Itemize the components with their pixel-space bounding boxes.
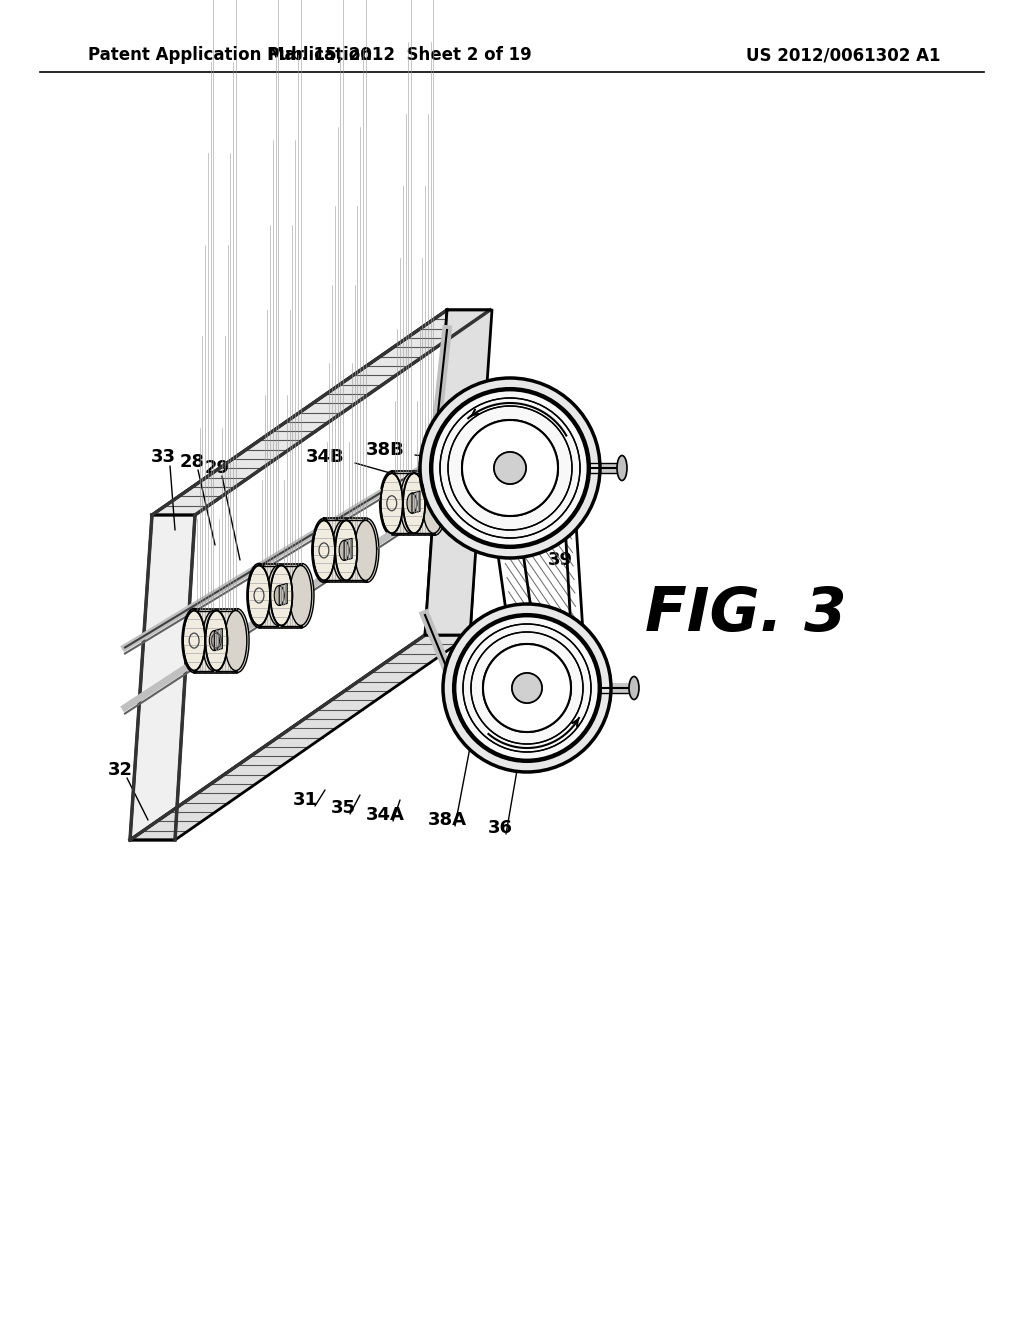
Ellipse shape: [225, 611, 247, 671]
Ellipse shape: [483, 644, 571, 733]
Ellipse shape: [400, 474, 422, 533]
Polygon shape: [324, 519, 367, 582]
Text: Mar. 15, 2012  Sheet 2 of 19: Mar. 15, 2012 Sheet 2 of 19: [268, 46, 531, 63]
Ellipse shape: [483, 644, 571, 733]
Ellipse shape: [183, 611, 205, 671]
Polygon shape: [195, 609, 238, 673]
Text: 28: 28: [179, 453, 205, 471]
Ellipse shape: [332, 520, 354, 581]
Ellipse shape: [432, 389, 588, 546]
Text: 29: 29: [205, 459, 229, 477]
Polygon shape: [259, 564, 302, 627]
Text: 33: 33: [151, 447, 175, 466]
Ellipse shape: [617, 455, 627, 480]
Ellipse shape: [354, 520, 377, 581]
Text: 34A: 34A: [366, 807, 404, 824]
Ellipse shape: [335, 520, 357, 581]
Polygon shape: [346, 520, 366, 581]
Ellipse shape: [381, 474, 402, 533]
Ellipse shape: [290, 564, 314, 627]
Ellipse shape: [290, 565, 311, 626]
Text: FIG. 3: FIG. 3: [645, 586, 847, 644]
Ellipse shape: [423, 474, 444, 533]
Polygon shape: [425, 310, 490, 635]
Ellipse shape: [267, 565, 290, 626]
Polygon shape: [195, 611, 213, 671]
Polygon shape: [282, 565, 301, 626]
Ellipse shape: [225, 609, 249, 673]
Ellipse shape: [494, 451, 526, 484]
Ellipse shape: [629, 676, 639, 700]
Polygon shape: [412, 491, 420, 513]
Polygon shape: [324, 520, 343, 581]
Text: 31: 31: [293, 791, 317, 809]
Ellipse shape: [455, 616, 599, 760]
Polygon shape: [280, 583, 287, 606]
Polygon shape: [130, 635, 470, 840]
Ellipse shape: [462, 420, 558, 516]
Ellipse shape: [462, 420, 558, 516]
Text: 32: 32: [108, 762, 132, 779]
Ellipse shape: [339, 540, 349, 561]
Text: US 2012/0061302 A1: US 2012/0061302 A1: [745, 46, 940, 63]
Ellipse shape: [270, 565, 293, 626]
Ellipse shape: [403, 474, 425, 533]
Ellipse shape: [274, 586, 285, 606]
Ellipse shape: [182, 609, 206, 673]
Text: 35: 35: [331, 799, 355, 817]
Polygon shape: [344, 539, 352, 561]
Polygon shape: [214, 628, 222, 651]
Text: 38A: 38A: [427, 810, 467, 829]
Polygon shape: [152, 310, 490, 515]
Ellipse shape: [443, 605, 611, 772]
Ellipse shape: [423, 471, 446, 535]
Ellipse shape: [206, 611, 227, 671]
Text: 39: 39: [548, 550, 572, 569]
Ellipse shape: [407, 494, 417, 513]
Polygon shape: [216, 611, 236, 671]
Ellipse shape: [248, 565, 270, 626]
Polygon shape: [392, 474, 411, 533]
Ellipse shape: [512, 673, 542, 704]
Ellipse shape: [432, 389, 588, 546]
Ellipse shape: [313, 520, 335, 581]
Ellipse shape: [203, 611, 224, 671]
Ellipse shape: [455, 616, 599, 760]
Ellipse shape: [420, 378, 600, 558]
Polygon shape: [425, 310, 492, 635]
Text: 38B: 38B: [366, 441, 404, 459]
Ellipse shape: [494, 451, 526, 484]
Ellipse shape: [380, 471, 403, 535]
Polygon shape: [259, 565, 279, 626]
Polygon shape: [414, 474, 433, 533]
Ellipse shape: [209, 631, 219, 651]
Ellipse shape: [355, 519, 379, 582]
Text: 36: 36: [487, 818, 512, 837]
Text: 34B: 34B: [306, 447, 344, 466]
Ellipse shape: [247, 564, 271, 627]
Polygon shape: [130, 515, 195, 840]
Text: Patent Application Publication: Patent Application Publication: [88, 46, 372, 63]
Ellipse shape: [312, 519, 336, 582]
Ellipse shape: [512, 673, 542, 704]
Polygon shape: [392, 471, 435, 535]
